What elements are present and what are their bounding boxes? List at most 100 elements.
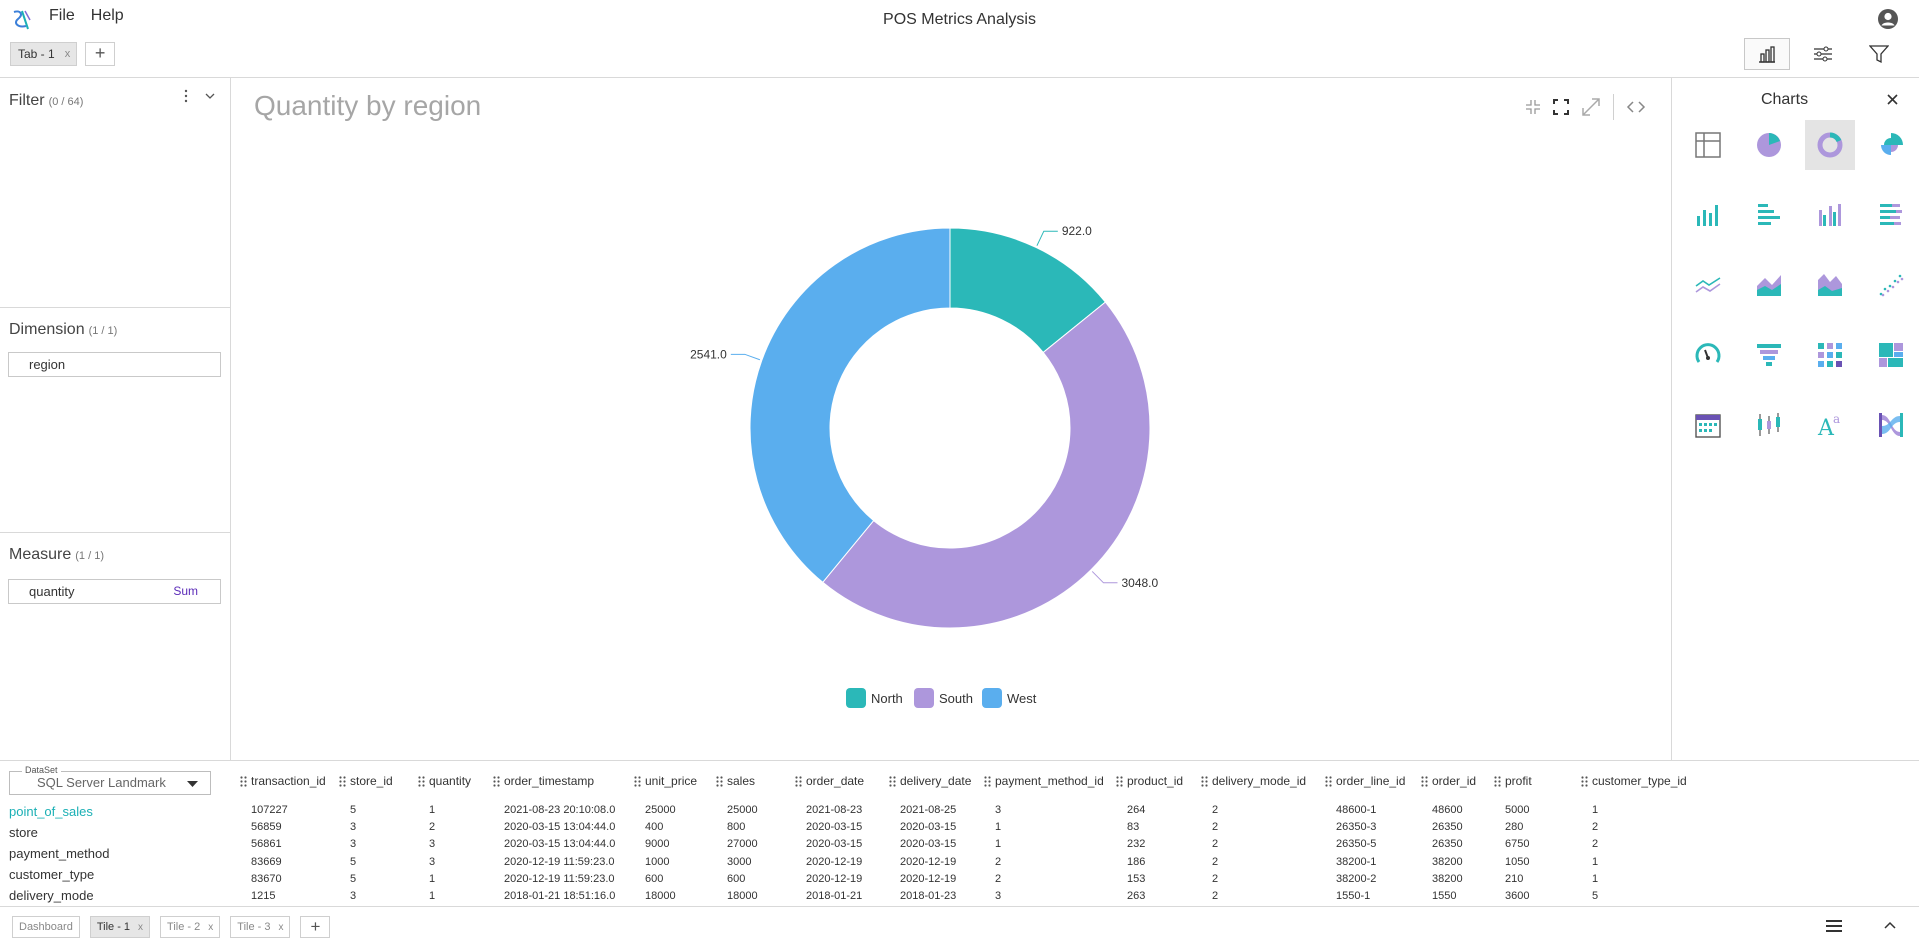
drag-handle-icon[interactable] xyxy=(1494,775,1501,787)
chart-type-scatter[interactable] xyxy=(1866,260,1916,310)
column-header-delivery-mode-id[interactable]: delivery_mode_id xyxy=(1201,774,1306,788)
drag-handle-icon[interactable] xyxy=(795,775,802,787)
table-cell: 3 xyxy=(995,890,1002,902)
chart-type-candlestick[interactable] xyxy=(1744,400,1794,450)
drag-handle-icon[interactable] xyxy=(1116,775,1123,787)
add-tile-button[interactable]: + xyxy=(300,916,331,938)
column-header-sales[interactable]: sales xyxy=(716,774,755,788)
table-item-store[interactable]: store xyxy=(9,825,38,840)
column-header-order-line-id[interactable]: order_line_id xyxy=(1325,774,1405,788)
column-header-label: store_id xyxy=(350,774,393,788)
section-divider xyxy=(0,532,230,533)
drag-handle-icon[interactable] xyxy=(634,775,641,787)
drag-handle-icon[interactable] xyxy=(418,775,425,787)
column-header-delivery-date[interactable]: delivery_date xyxy=(889,774,971,788)
chart-type-stacked-bar[interactable] xyxy=(1866,190,1916,240)
legend-item-west[interactable]: West xyxy=(982,688,1037,708)
chart-type-line[interactable] xyxy=(1683,260,1733,310)
chart-type-bar[interactable] xyxy=(1744,190,1794,240)
app-logo-icon[interactable] xyxy=(10,8,32,32)
chart-type-calendar[interactable] xyxy=(1683,400,1733,450)
drag-handle-icon[interactable] xyxy=(339,775,346,787)
menu-help[interactable]: Help xyxy=(90,7,124,24)
column-header-customer-type-id[interactable]: customer_type_id xyxy=(1581,774,1687,788)
chart-type-nightingale[interactable] xyxy=(1866,120,1916,170)
drag-handle-icon[interactable] xyxy=(240,775,247,787)
column-header-unit-price[interactable]: unit_price xyxy=(634,774,697,788)
tile-close-icon[interactable]: x xyxy=(208,921,214,933)
drag-handle-icon[interactable] xyxy=(889,775,896,787)
aggregation-selector[interactable]: Sum xyxy=(173,584,198,598)
chart-type-treemap[interactable] xyxy=(1866,330,1916,380)
column-header-label: delivery_date xyxy=(900,774,972,788)
column-header-order-id[interactable]: order_id xyxy=(1421,774,1476,788)
filter-button[interactable] xyxy=(1856,38,1902,70)
tile-2[interactable]: Tile - 2 x xyxy=(160,916,221,938)
tile-1[interactable]: Tile - 1 x xyxy=(89,916,151,938)
tile-close-icon[interactable]: x xyxy=(138,921,144,933)
chart-type-sankey[interactable] xyxy=(1866,400,1916,450)
settings-sliders-button[interactable] xyxy=(1800,38,1846,70)
chart-type-stacked-area[interactable] xyxy=(1805,260,1855,310)
chart-type-heatmap[interactable] xyxy=(1805,330,1855,380)
expand-diagonal-icon[interactable] xyxy=(1581,97,1601,117)
column-header-quantity[interactable]: quantity xyxy=(418,774,471,788)
chart-type-column[interactable] xyxy=(1683,190,1733,240)
table-cell: 83670 xyxy=(251,872,282,885)
measure-field-pill[interactable]: quantity Sum xyxy=(8,579,221,604)
drag-handle-icon[interactable] xyxy=(493,775,500,787)
column-header-order-timestamp[interactable]: order_timestamp xyxy=(493,774,594,788)
tile-3[interactable]: Tile - 3 x xyxy=(230,916,291,938)
chevron-up-icon[interactable] xyxy=(1884,921,1896,929)
more-vertical-icon[interactable] xyxy=(183,89,189,103)
close-icon[interactable] xyxy=(1887,94,1898,105)
add-tab-button[interactable]: + xyxy=(85,42,116,66)
table-cell: 1000 xyxy=(645,855,670,868)
column-header-payment-method-id[interactable]: payment_method_id xyxy=(984,774,1104,788)
drag-handle-icon[interactable] xyxy=(1325,775,1332,787)
column-header-profit[interactable]: profit xyxy=(1494,774,1532,788)
user-account-icon[interactable] xyxy=(1877,8,1899,30)
column-header-store-id[interactable]: store_id xyxy=(339,774,393,788)
table-cell: 38200-2 xyxy=(1336,872,1377,885)
column-header-product-id[interactable]: product_id xyxy=(1116,774,1183,788)
dimension-field-pill[interactable]: region xyxy=(8,352,221,377)
fullscreen-icon[interactable] xyxy=(1553,99,1569,115)
code-icon[interactable] xyxy=(1626,100,1646,114)
table-item-customer-type[interactable]: customer_type xyxy=(9,867,95,882)
tab-1[interactable]: Tab - 1 x xyxy=(10,42,78,66)
chart-type-donut[interactable] xyxy=(1805,120,1855,170)
collapse-icon[interactable] xyxy=(1525,99,1541,115)
column-header-transaction-id[interactable]: transaction_id xyxy=(240,774,326,788)
chart-type-funnel[interactable] xyxy=(1744,330,1794,380)
chart-type-gauge[interactable] xyxy=(1683,330,1733,380)
table-cell: 38200 xyxy=(1432,872,1463,885)
tab-close-icon[interactable]: x xyxy=(64,48,71,60)
tile-dashboard[interactable]: Dashboard xyxy=(12,916,80,938)
table-item-delivery-mode[interactable]: delivery_mode xyxy=(9,888,94,903)
donut-slice-south[interactable] xyxy=(822,301,1151,629)
table-item-payment-method[interactable]: payment_method xyxy=(9,846,110,861)
donut-slice-west[interactable] xyxy=(749,227,951,584)
drag-handle-icon[interactable] xyxy=(984,775,991,787)
data-pane: DataSet SQL Server Landmark point_of_sal… xyxy=(0,760,1919,906)
menu-file[interactable]: File xyxy=(49,7,75,24)
chart-type-pie[interactable] xyxy=(1744,120,1794,170)
chart-type-table[interactable] xyxy=(1683,120,1733,170)
legend-item-south[interactable]: South xyxy=(914,688,973,708)
tile-close-icon[interactable]: x xyxy=(278,921,284,933)
list-menu-icon[interactable] xyxy=(1826,919,1842,933)
column-header-order-date[interactable]: order_date xyxy=(795,774,864,788)
drag-handle-icon[interactable] xyxy=(1201,775,1208,787)
drag-handle-icon[interactable] xyxy=(1421,775,1428,787)
dataset-select[interactable]: DataSet SQL Server Landmark xyxy=(9,765,211,795)
chart-view-button[interactable] xyxy=(1744,38,1790,70)
drag-handle-icon[interactable] xyxy=(716,775,723,787)
chevron-down-icon[interactable] xyxy=(205,93,215,99)
table-item-point-of-sales[interactable]: point_of_sales xyxy=(9,804,93,819)
chart-type-area[interactable] xyxy=(1744,260,1794,310)
chart-type-grouped-column[interactable] xyxy=(1805,190,1855,240)
legend-item-north[interactable]: North xyxy=(846,688,903,708)
drag-handle-icon[interactable] xyxy=(1581,775,1588,787)
